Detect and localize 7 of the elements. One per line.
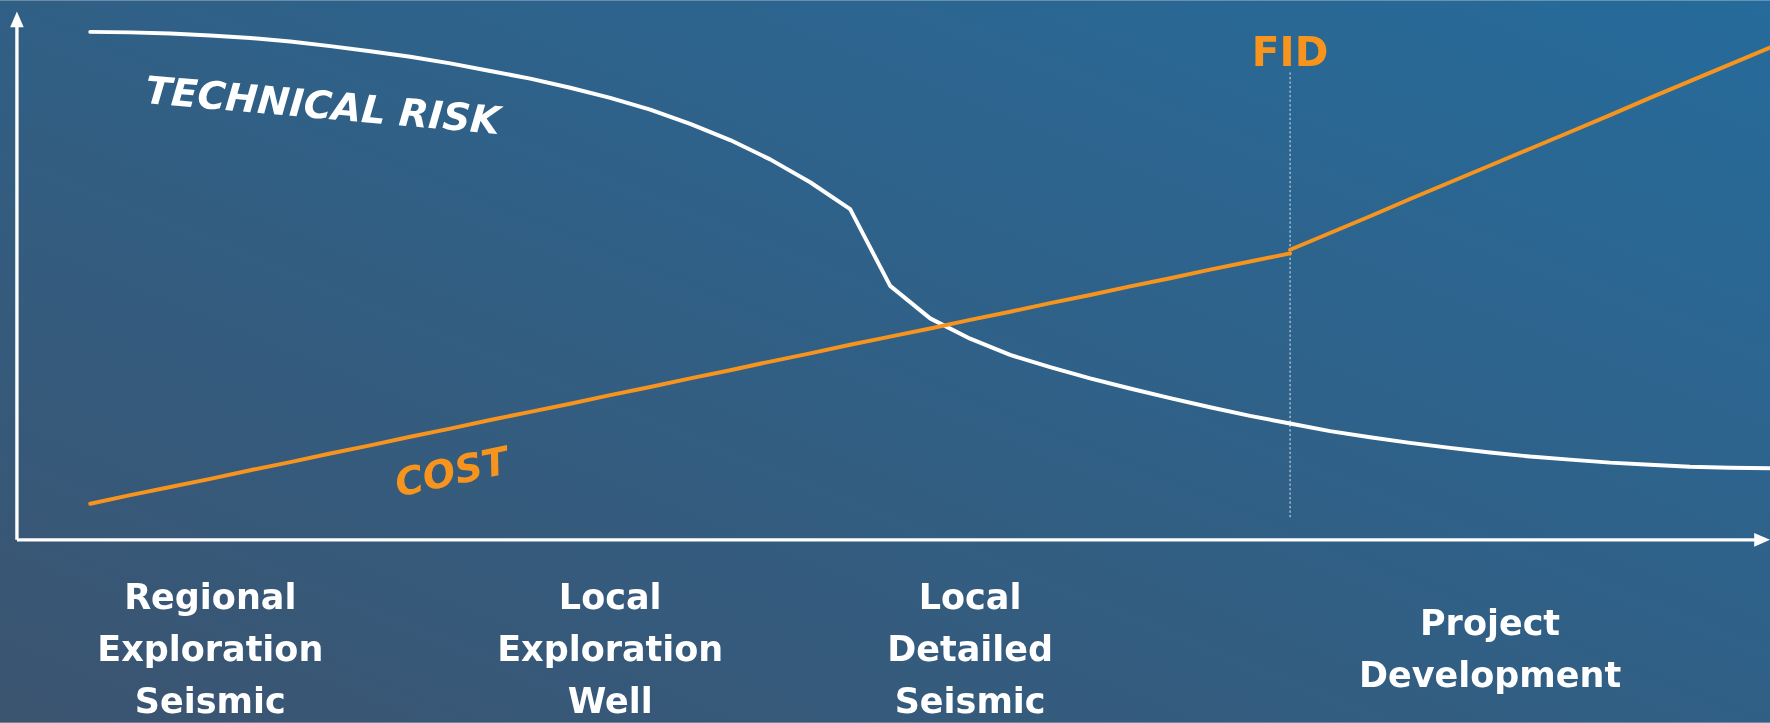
x-tick-label: Regional Exploration Seismic — [97, 576, 324, 721]
x-tick-label: Project Development — [1358, 602, 1622, 695]
annotation: FID — [1251, 27, 1329, 76]
series-label: TECHNICAL RISK — [143, 67, 506, 144]
x-tick-label: Local Exploration Well — [497, 576, 724, 721]
text: COST — [390, 437, 515, 506]
x-tick-label: Local Detailed Seismic — [887, 576, 1054, 721]
